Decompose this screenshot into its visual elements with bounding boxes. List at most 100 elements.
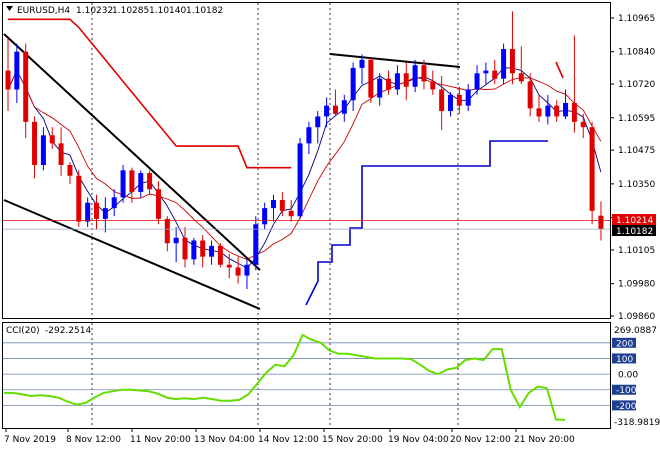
time-tick-label: 8 Nov 12:00 (66, 435, 121, 445)
candle-body (501, 49, 507, 79)
candle-body (554, 105, 560, 117)
cci-value: -292.2514 (45, 326, 91, 336)
candle-body (253, 224, 259, 265)
candle-body (217, 245, 223, 265)
time-tick-label: 7 Nov 2019 (4, 435, 56, 445)
candle-body (235, 267, 241, 276)
candle-body (76, 175, 82, 222)
candle-body (49, 135, 55, 144)
candle-body (191, 240, 197, 260)
cci-levels: 200 100 0.00 -100 -200 (3, 337, 638, 412)
candle-body (244, 264, 250, 276)
high-value: 1.10285 (112, 6, 149, 16)
bid-price-label: 1.10182 (616, 227, 653, 237)
candle-body (111, 197, 117, 209)
candle-body (297, 143, 303, 217)
candles (5, 11, 604, 290)
candle-body (129, 170, 135, 192)
band-lower-line (305, 140, 548, 306)
cci-min-label: -318.9819 (614, 418, 660, 428)
candle-body (580, 121, 586, 128)
price-tick-label: 1.10105 (618, 246, 655, 256)
cci-level-label: 0.00 (618, 371, 638, 381)
candle-body (536, 108, 542, 117)
candle-body (173, 237, 179, 244)
trendline-top (329, 53, 461, 68)
candle-body (5, 70, 11, 90)
candle-body (40, 135, 46, 165)
price-tick-label: 1.10350 (618, 180, 655, 190)
candle-body (421, 65, 427, 82)
candle-body (102, 208, 108, 219)
cci-level-label: 100 (616, 355, 633, 365)
symbol-label: EURUSD,H4 (17, 6, 70, 16)
candle-body (448, 94, 453, 112)
candle-body (315, 116, 321, 128)
candle-body (412, 65, 418, 87)
ask-price-label: 1.10214 (616, 216, 653, 226)
price-tick-label: 1.09860 (618, 312, 655, 322)
candle-body (58, 143, 64, 165)
price-tick-label: 1.10595 (618, 114, 655, 124)
candle-body (138, 173, 144, 192)
candle-body (306, 127, 312, 144)
cci-panel (2, 322, 611, 429)
candle-body (589, 127, 595, 211)
trendlines (3, 33, 461, 310)
bid-bubble: 1.10182 (612, 225, 656, 237)
time-axis: 7 Nov 2019 8 Nov 12:00 11 Nov 20:00 13 Nov … (4, 428, 575, 445)
candle-body (271, 200, 276, 209)
candle-body (279, 200, 285, 211)
time-tick-label: 11 Nov 20:00 (130, 435, 191, 445)
cci-line-group (4, 333, 566, 421)
time-tick-label: 14 Nov 12:00 (258, 435, 319, 445)
candle-body (439, 89, 445, 112)
candle-body (483, 70, 489, 74)
candle-body (262, 208, 268, 225)
candle-body (155, 189, 161, 219)
candle-body (492, 70, 498, 79)
price-panel (2, 2, 611, 319)
candle-body (527, 81, 533, 109)
price-tick-label: 1.10475 (618, 146, 655, 156)
candle-body (394, 73, 400, 90)
trendline-lower (3, 199, 261, 310)
candle-body (403, 73, 409, 87)
band-upper-tail (555, 61, 564, 79)
candle-body (465, 89, 471, 106)
price-lines (3, 220, 610, 230)
cci-level-label: -200 (616, 402, 637, 412)
time-tick-label: 19 Nov 04:00 (388, 435, 449, 445)
candle-body (182, 237, 188, 260)
ask-bubble: 1.10214 (612, 214, 656, 226)
candle-body (350, 67, 356, 101)
candle-body (147, 173, 153, 190)
time-tick-label: 20 Nov 12:00 (450, 435, 511, 445)
candle-body (200, 240, 206, 257)
ma-slow-line (7, 69, 602, 260)
period-separators (91, 3, 459, 428)
time-tick-label: 15 Nov 20:00 (322, 435, 383, 445)
collapse-triangle-icon[interactable] (6, 6, 13, 11)
candle-body (386, 78, 392, 90)
candle-body (341, 100, 347, 114)
candle-body (67, 164, 73, 176)
candle-body (509, 49, 515, 74)
candle-body (474, 73, 480, 90)
candle-body (324, 105, 330, 117)
candle-body (120, 170, 126, 198)
candle-body (94, 202, 99, 219)
trendline-upper (3, 33, 261, 271)
cci-label: CCI(20) (6, 326, 40, 336)
candle-body (598, 215, 604, 230)
cci-level-badge (612, 384, 636, 395)
cci-level-badge (612, 337, 636, 348)
price-tick-label: 1.09980 (618, 280, 655, 290)
band-upper-line (8, 18, 292, 169)
candle-body (226, 264, 232, 268)
candle-body (377, 78, 383, 98)
candle-body (209, 245, 215, 257)
time-tick-label: 21 Nov 20:00 (514, 435, 575, 445)
candle-body (430, 81, 436, 90)
